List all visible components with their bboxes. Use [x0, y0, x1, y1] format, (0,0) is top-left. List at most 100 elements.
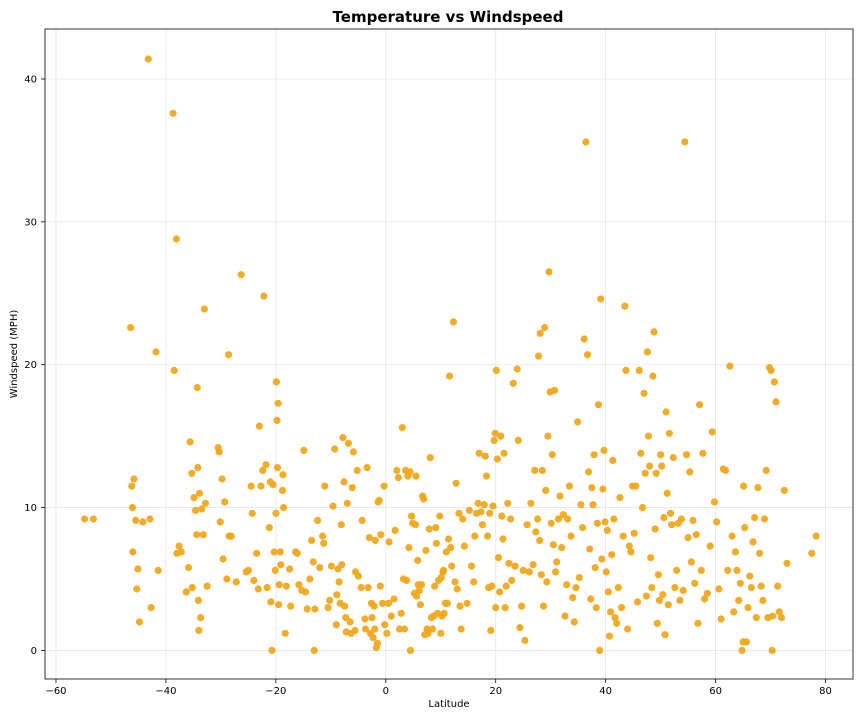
data-point [661, 631, 669, 639]
data-point [561, 612, 569, 620]
y-axis-label: Windspeed (MPH) [9, 310, 20, 399]
data-point [391, 526, 399, 535]
data-point [365, 534, 373, 542]
data-point [759, 596, 767, 605]
data-point [432, 524, 440, 532]
data-point [263, 584, 271, 592]
data-point [89, 515, 97, 523]
data-point [329, 502, 337, 510]
data-point [129, 548, 137, 556]
data-point [319, 532, 327, 540]
data-point [397, 609, 405, 617]
data-point [128, 482, 136, 490]
data-point [309, 558, 317, 566]
data-point [580, 335, 588, 343]
data-point [508, 576, 516, 585]
data-point [190, 494, 198, 502]
data-point [511, 562, 519, 570]
data-point [384, 599, 393, 607]
data-point [248, 509, 256, 517]
data-point [282, 582, 290, 590]
data-point [340, 478, 348, 486]
data-point [550, 386, 559, 394]
data-point [287, 602, 295, 610]
data-point [525, 568, 533, 576]
data-point [697, 566, 705, 575]
data-point [744, 604, 752, 612]
data-point [527, 499, 535, 507]
data-point [255, 422, 263, 430]
data-point [232, 578, 240, 586]
data-point [497, 432, 505, 440]
data-point [696, 401, 704, 409]
data-point [548, 451, 556, 459]
data-point [638, 504, 647, 512]
data-point [739, 638, 747, 646]
data-point [300, 446, 308, 454]
data-point [713, 518, 721, 526]
data-point [445, 372, 454, 380]
data-point [542, 486, 550, 494]
data-point [482, 472, 490, 480]
y-axis: 0 10 20 30 40 [24, 75, 45, 657]
data-point [198, 505, 206, 513]
data-point [219, 555, 227, 563]
x-tick-label: −40 [155, 686, 176, 697]
data-point [586, 545, 594, 553]
grid [45, 29, 853, 679]
data-point [406, 468, 414, 476]
data-point [587, 595, 595, 603]
data-point [194, 596, 202, 605]
data-point [456, 602, 464, 610]
data-point [465, 506, 473, 514]
data-point [516, 624, 524, 632]
data-point [726, 362, 734, 370]
data-point [343, 499, 351, 507]
data-point [502, 582, 510, 590]
data-point [270, 548, 278, 556]
data-point [193, 384, 201, 392]
data-point [593, 519, 602, 527]
data-point [682, 451, 691, 459]
data-point [677, 515, 686, 523]
data-point [237, 271, 245, 279]
data-point [681, 138, 689, 146]
data-point [783, 559, 791, 567]
data-point [405, 544, 413, 552]
data-point [533, 515, 542, 523]
chart-title: Temperature vs Windspeed [333, 8, 564, 26]
data-point [192, 506, 200, 514]
data-point [536, 536, 544, 545]
data-point [585, 468, 593, 476]
data-point [518, 602, 526, 610]
data-point [271, 566, 279, 575]
data-point [717, 615, 725, 623]
data-point [477, 508, 485, 516]
data-point [411, 521, 420, 529]
data-point [459, 515, 467, 523]
data-point [437, 574, 445, 582]
data-point [188, 584, 196, 592]
data-point [780, 486, 788, 494]
data-point [632, 482, 640, 490]
data-point [663, 489, 671, 497]
data-point [630, 529, 638, 537]
data-point [752, 614, 760, 622]
data-point [306, 575, 314, 583]
x-tick-label: 20 [489, 686, 502, 697]
data-point [521, 636, 529, 645]
data-point [448, 562, 456, 570]
data-point [582, 138, 590, 146]
data-point [600, 446, 608, 454]
data-point [553, 558, 561, 566]
data-point [644, 432, 653, 440]
data-point [653, 619, 661, 627]
data-point [603, 526, 611, 535]
data-point [244, 566, 252, 575]
data-point [268, 646, 276, 655]
data-point [203, 582, 211, 590]
data-point [387, 612, 395, 620]
data-point [363, 464, 371, 472]
data-point [286, 565, 294, 573]
